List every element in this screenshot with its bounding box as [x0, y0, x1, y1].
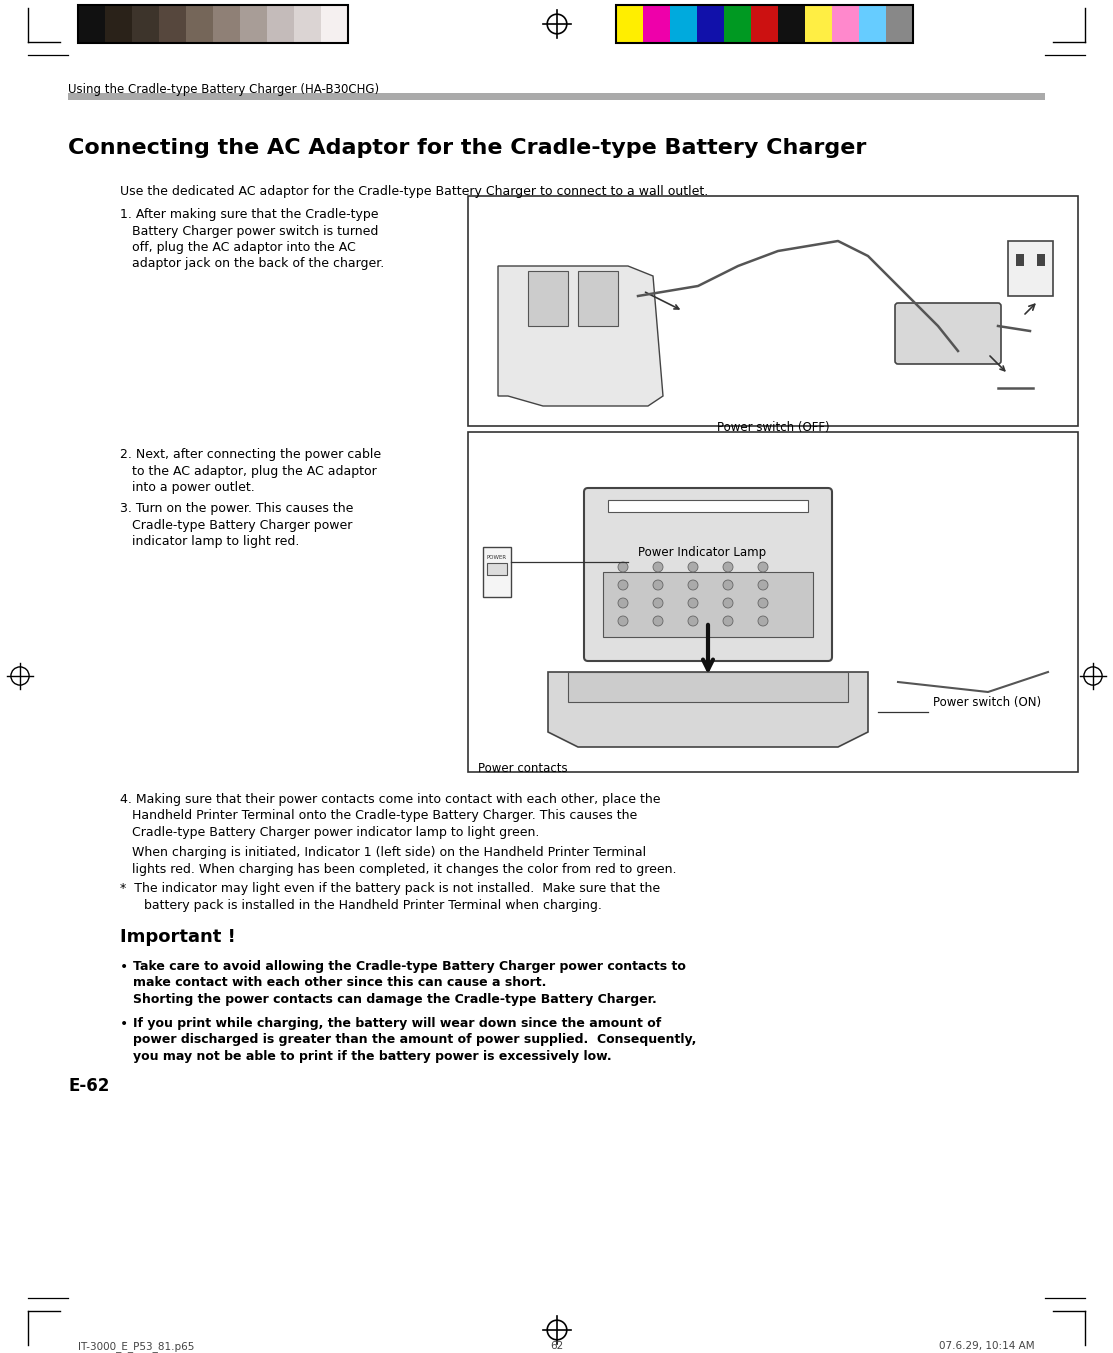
Text: adaptor jack on the back of the charger.: adaptor jack on the back of the charger. — [120, 257, 384, 271]
Bar — [467, 196, 1078, 426]
Bar — [1016, 254, 1024, 267]
Circle shape — [688, 561, 698, 572]
Bar — [615, 5, 913, 43]
Bar — [859, 5, 886, 43]
Text: into a power outlet.: into a power outlet. — [120, 482, 255, 494]
Bar — [1037, 254, 1045, 267]
Text: Power switch (ON): Power switch (ON) — [933, 695, 1041, 709]
Bar — [240, 5, 267, 43]
Circle shape — [723, 616, 733, 626]
Text: Important !: Important ! — [120, 928, 236, 946]
Text: E-62: E-62 — [68, 1077, 109, 1095]
Text: If you print while charging, the battery will wear down since the amount of: If you print while charging, the battery… — [132, 1017, 661, 1030]
Bar — [487, 563, 508, 575]
Text: you may not be able to print if the battery power is excessively low.: you may not be able to print if the batt… — [132, 1050, 612, 1063]
Bar — [528, 271, 568, 326]
Text: indicator lamp to light red.: indicator lamp to light red. — [120, 534, 299, 548]
Circle shape — [758, 561, 768, 572]
Text: battery pack is installed in the Handheld Printer Terminal when charging.: battery pack is installed in the Handhel… — [120, 898, 602, 912]
Bar — [568, 672, 848, 702]
Circle shape — [723, 561, 733, 572]
Text: Handheld Printer Terminal onto the Cradle-type Battery Charger. This causes the: Handheld Printer Terminal onto the Cradl… — [120, 809, 638, 823]
Circle shape — [758, 616, 768, 626]
Circle shape — [688, 616, 698, 626]
Text: Power switch (OFF): Power switch (OFF) — [717, 421, 829, 434]
Bar — [294, 5, 321, 43]
Circle shape — [723, 598, 733, 607]
Text: Cradle-type Battery Charger power indicator lamp to light green.: Cradle-type Battery Charger power indica… — [120, 825, 540, 839]
Text: Take care to avoid allowing the Cradle-type Battery Charger power contacts to: Take care to avoid allowing the Cradle-t… — [132, 961, 686, 973]
Bar — [697, 5, 723, 43]
Text: Cradle-type Battery Charger power: Cradle-type Battery Charger power — [120, 518, 353, 532]
Circle shape — [618, 598, 628, 607]
Bar — [132, 5, 159, 43]
Circle shape — [653, 598, 663, 607]
Text: POWER: POWER — [487, 555, 508, 560]
Bar — [603, 572, 812, 637]
Text: lights red. When charging has been completed, it changes the color from red to g: lights red. When charging has been compl… — [120, 862, 677, 875]
Text: 1. After making sure that the Cradle-type: 1. After making sure that the Cradle-typ… — [120, 208, 378, 221]
Circle shape — [618, 561, 628, 572]
Bar — [213, 5, 240, 43]
Bar — [608, 501, 808, 511]
Text: off, plug the AC adaptor into the AC: off, plug the AC adaptor into the AC — [120, 241, 356, 254]
Bar — [186, 5, 213, 43]
Text: Power Indicator Lamp: Power Indicator Lamp — [638, 547, 766, 559]
Bar — [159, 5, 186, 43]
Text: Power contacts: Power contacts — [477, 762, 568, 775]
Polygon shape — [548, 672, 868, 747]
FancyArrowPatch shape — [646, 292, 679, 308]
Bar — [615, 5, 643, 43]
Text: Battery Charger power switch is turned: Battery Charger power switch is turned — [120, 225, 378, 238]
Text: •: • — [120, 961, 128, 974]
Circle shape — [688, 598, 698, 607]
Circle shape — [688, 580, 698, 590]
Text: When charging is initiated, Indicator 1 (left side) on the Handheld Printer Term: When charging is initiated, Indicator 1 … — [120, 846, 647, 859]
Bar — [670, 5, 697, 43]
Text: Use the dedicated AC adaptor for the Cradle-type Battery Charger to connect to a: Use the dedicated AC adaptor for the Cra… — [120, 185, 708, 198]
Text: IT-3000_E_P53_81.p65: IT-3000_E_P53_81.p65 — [78, 1341, 195, 1352]
Text: Shorting the power contacts can damage the Cradle-type Battery Charger.: Shorting the power contacts can damage t… — [132, 993, 657, 1007]
Bar — [78, 5, 105, 43]
Bar — [833, 5, 859, 43]
Bar — [643, 5, 670, 43]
Text: •: • — [120, 1017, 128, 1031]
Text: to the AC adaptor, plug the AC adaptor: to the AC adaptor, plug the AC adaptor — [120, 464, 376, 478]
Bar — [723, 5, 751, 43]
Text: *  The indicator may light even if the battery pack is not installed.  Make sure: * The indicator may light even if the ba… — [120, 882, 660, 894]
Text: 62: 62 — [550, 1341, 563, 1352]
Bar — [578, 271, 618, 326]
Text: power discharged is greater than the amount of power supplied.  Consequently,: power discharged is greater than the amo… — [132, 1034, 697, 1046]
Bar — [778, 5, 805, 43]
Circle shape — [758, 598, 768, 607]
Text: 07.6.29, 10:14 AM: 07.6.29, 10:14 AM — [939, 1341, 1035, 1352]
Text: 2. Next, after connecting the power cable: 2. Next, after connecting the power cabl… — [120, 448, 381, 461]
Circle shape — [618, 580, 628, 590]
Circle shape — [723, 580, 733, 590]
Circle shape — [653, 561, 663, 572]
Bar — [267, 5, 294, 43]
Text: Using the Cradle-type Battery Charger (HA-B30CHG): Using the Cradle-type Battery Charger (H… — [68, 83, 380, 96]
Text: make contact with each other since this can cause a short.: make contact with each other since this … — [132, 977, 546, 989]
Bar — [751, 5, 778, 43]
Bar — [321, 5, 348, 43]
Bar — [886, 5, 913, 43]
Text: Connecting the AC Adaptor for the Cradle-type Battery Charger: Connecting the AC Adaptor for the Cradle… — [68, 138, 866, 158]
Text: 3. Turn on the power. This causes the: 3. Turn on the power. This causes the — [120, 502, 353, 515]
Bar — [483, 547, 511, 597]
FancyBboxPatch shape — [895, 303, 1001, 364]
Bar — [105, 5, 132, 43]
FancyBboxPatch shape — [584, 488, 833, 662]
Circle shape — [653, 616, 663, 626]
Bar — [467, 432, 1078, 773]
Bar — [805, 5, 833, 43]
Circle shape — [758, 580, 768, 590]
Polygon shape — [498, 267, 663, 406]
Bar — [78, 5, 348, 43]
Circle shape — [618, 616, 628, 626]
Bar — [1008, 241, 1053, 296]
Text: 4. Making sure that their power contacts come into contact with each other, plac: 4. Making sure that their power contacts… — [120, 793, 660, 806]
Bar — [68, 93, 1045, 100]
Circle shape — [653, 580, 663, 590]
